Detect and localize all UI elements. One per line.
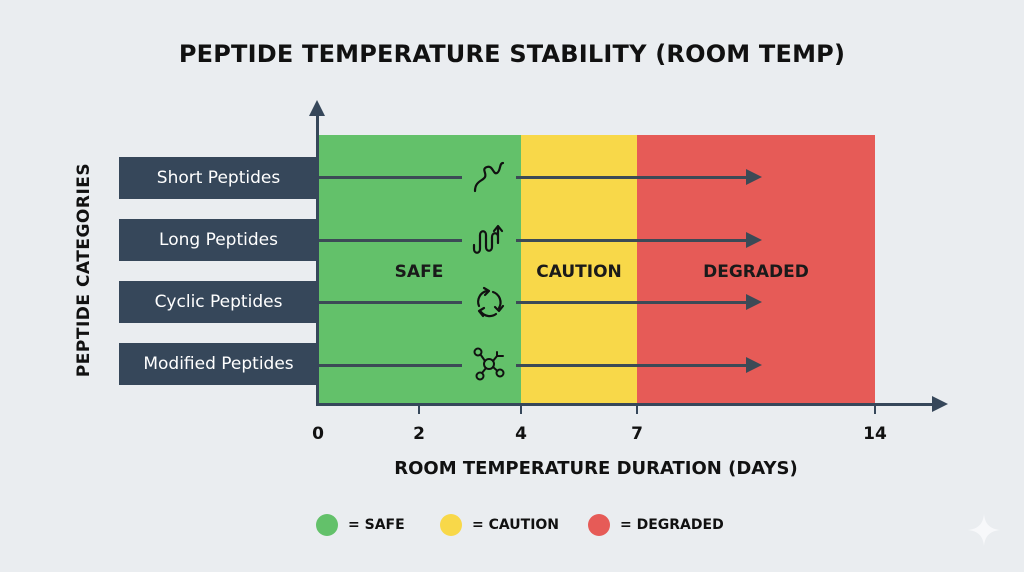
x-axis-arrowhead: [932, 396, 948, 412]
x-axis: [316, 403, 936, 406]
legend-item-caution: = CAUTION: [440, 514, 559, 536]
zone-label-safe: SAFE: [394, 262, 444, 282]
category-cyclic-peptides: Cyclic Peptides: [119, 281, 318, 323]
row-line-cyclic-left: [318, 301, 462, 304]
wavy-chain-icon: [473, 161, 505, 193]
chart-title: PEPTIDE TEMPERATURE STABILITY (ROOM TEMP…: [178, 40, 846, 68]
y-axis-label: PEPTIDE CATEGORIES: [74, 162, 94, 378]
x-tick-label-0: 0: [312, 424, 324, 444]
y-axis: [316, 112, 319, 406]
x-tick-4: [520, 404, 522, 414]
y-axis-arrowhead: [309, 100, 325, 116]
x-tick-2: [418, 404, 420, 414]
row-line-modified-right: [516, 364, 748, 367]
arrowhead-cyclic: [746, 294, 762, 310]
branched-molecule-icon: [473, 347, 505, 381]
row-line-short-right: [516, 176, 748, 179]
legend-item-safe: = SAFE: [316, 514, 405, 536]
legend-swatch-safe: [316, 514, 338, 536]
arrowhead-short: [746, 169, 762, 185]
arrowhead-modified: [746, 357, 762, 373]
x-tick-14: [874, 404, 876, 414]
legend-label-caution: = CAUTION: [472, 517, 560, 533]
legend-label-degraded: = DEGRADED: [620, 517, 724, 533]
row-line-short-left: [318, 176, 462, 179]
folded-chain-icon: [472, 224, 504, 254]
x-tick-label-14: 14: [863, 424, 887, 444]
row-line-long-left: [318, 239, 462, 242]
x-tick-label-2: 2: [413, 424, 425, 444]
x-tick-7: [636, 404, 638, 414]
category-modified-peptides: Modified Peptides: [119, 343, 318, 385]
legend-item-degraded: = DEGRADED: [588, 514, 724, 536]
legend-swatch-caution: [440, 514, 462, 536]
category-short-peptides: Short Peptides: [119, 157, 318, 199]
row-line-modified-left: [318, 364, 462, 367]
legend-swatch-degraded: [588, 514, 610, 536]
zone-label-degraded: DEGRADED: [703, 262, 809, 282]
row-line-long-right: [516, 239, 748, 242]
x-axis-label: ROOM TEMPERATURE DURATION (DAYS): [394, 458, 798, 479]
row-line-cyclic-right: [516, 301, 748, 304]
arrowhead-long: [746, 232, 762, 248]
legend-label-safe: = SAFE: [348, 517, 405, 533]
zone-caution: [521, 135, 637, 404]
zone-label-caution: CAUTION: [536, 262, 622, 282]
sparkle-icon: [968, 514, 1000, 546]
x-tick-label-7: 7: [631, 424, 643, 444]
x-tick-label-4: 4: [515, 424, 527, 444]
category-long-peptides: Long Peptides: [119, 219, 318, 261]
cycle-arrows-icon: [477, 286, 505, 318]
